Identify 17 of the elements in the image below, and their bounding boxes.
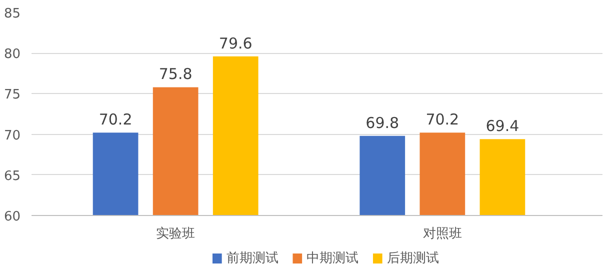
y-tick-label: 70 xyxy=(4,128,21,144)
y-tick-label: 65 xyxy=(4,168,21,184)
data-label: 75.8 xyxy=(158,65,192,84)
data-label: 69.8 xyxy=(366,114,400,132)
data-label: 79.6 xyxy=(218,34,252,52)
legend-label: 中期测试 xyxy=(306,251,359,266)
data-label: 70.2 xyxy=(98,110,132,129)
x-tick-label: 实验班 xyxy=(156,226,196,242)
data-label: 70.2 xyxy=(426,110,460,129)
y-tick-label: 60 xyxy=(4,210,21,224)
y-tick-label: 80 xyxy=(4,47,21,62)
x-tick-label: 对照班 xyxy=(422,226,462,242)
legend-label: 后期测试 xyxy=(386,251,439,266)
y-tick-label: 85 xyxy=(4,6,21,22)
data-label: 69.4 xyxy=(486,117,520,136)
y-tick-label: 75 xyxy=(4,88,21,103)
legend-label: 前期测试 xyxy=(226,251,278,266)
